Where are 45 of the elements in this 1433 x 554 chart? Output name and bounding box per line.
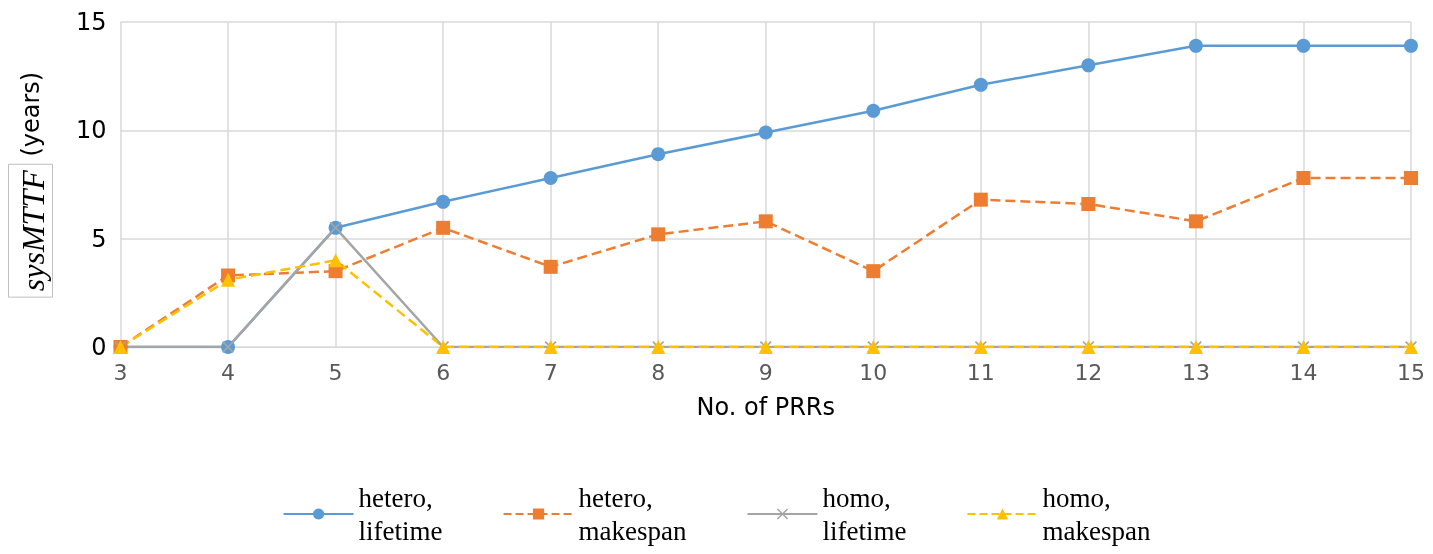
x-tick-label: 15 — [1397, 359, 1425, 385]
legend-label: hetero, lifetime — [358, 482, 443, 546]
x-tick-label: 3 — [113, 359, 128, 385]
point — [543, 171, 558, 185]
point — [1296, 38, 1311, 53]
legend-label: homo, lifetime — [822, 482, 907, 546]
point — [1188, 38, 1203, 53]
x-tick-label: 12 — [1074, 359, 1103, 385]
y-axis-title: sysMTTF (years) — [14, 71, 51, 292]
x-tick-label: 10 — [859, 359, 888, 385]
x-tick-label: 4 — [221, 359, 236, 385]
point — [866, 264, 881, 279]
y-tick-label: 10 — [75, 116, 107, 145]
x-tick-label: 6 — [436, 359, 451, 385]
x-tick-label: 14 — [1289, 359, 1318, 385]
point — [973, 192, 988, 207]
x-tick-label: 7 — [543, 359, 558, 385]
point — [436, 194, 451, 209]
x-tick-label: 8 — [651, 359, 666, 385]
point — [1296, 171, 1311, 185]
point — [866, 103, 881, 118]
point — [1188, 214, 1203, 229]
point — [973, 77, 988, 92]
point — [328, 253, 343, 268]
legend-label: homo, makespan — [1042, 482, 1151, 546]
point — [221, 272, 236, 287]
x-tick-label: 11 — [966, 359, 995, 385]
y-tick-label: 0 — [91, 333, 107, 361]
point — [651, 227, 666, 242]
point — [543, 259, 558, 274]
x-tick-label: 13 — [1181, 359, 1210, 385]
x-tick-label: 9 — [758, 359, 773, 385]
x-axis-title: No. of PRRs — [696, 393, 836, 421]
point — [758, 214, 773, 229]
point — [1081, 58, 1096, 73]
point — [1081, 197, 1096, 211]
x-tick-label: 5 — [328, 359, 343, 385]
y-tick-label: 5 — [91, 224, 107, 253]
legend-label: hetero, makespan — [578, 482, 687, 546]
point — [651, 147, 666, 162]
point — [1404, 38, 1418, 53]
y-tick-label: 15 — [75, 8, 107, 36]
point — [1404, 171, 1418, 185]
point — [758, 125, 773, 140]
point — [436, 220, 451, 235]
